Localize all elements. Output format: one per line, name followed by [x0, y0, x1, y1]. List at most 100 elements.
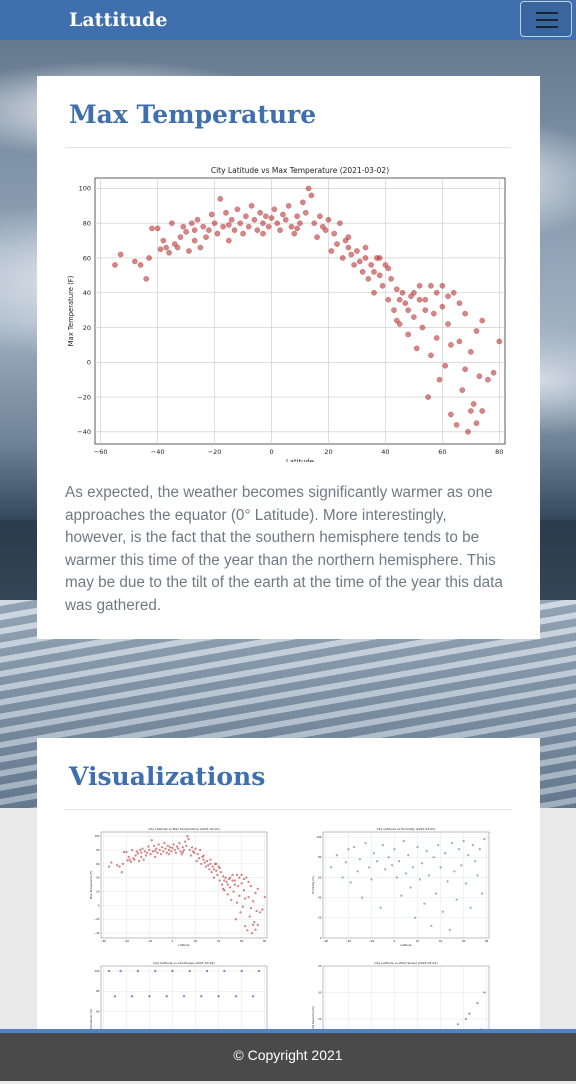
brand-link[interactable]: Lattitude — [69, 9, 168, 31]
data-point — [371, 289, 377, 296]
data-point — [249, 907, 252, 910]
data-point — [331, 230, 337, 237]
data-point — [193, 851, 196, 854]
data-point — [120, 871, 123, 874]
x-tick-label: 40 — [217, 939, 221, 943]
data-point — [240, 969, 243, 973]
data-point — [237, 884, 240, 888]
data-point — [220, 883, 224, 886]
data-point — [260, 230, 266, 237]
data-point — [182, 995, 186, 998]
data-point — [370, 878, 373, 881]
data-point — [202, 854, 205, 857]
y-tick-label: 60 — [83, 254, 91, 262]
y-tick-label: 60 — [96, 862, 100, 866]
y-tick-label: −40 — [94, 931, 100, 935]
data-point — [433, 289, 440, 296]
x-tick-label: 20 — [416, 939, 420, 943]
data-point — [129, 860, 133, 863]
data-point — [473, 420, 480, 426]
data-point — [144, 854, 148, 857]
x-tick-label: −20 — [369, 939, 375, 943]
data-point — [200, 223, 206, 230]
data-point — [254, 891, 257, 895]
data-point — [150, 839, 153, 842]
data-point — [468, 349, 474, 355]
data-point — [385, 265, 392, 272]
data-point — [254, 227, 261, 233]
y-tick-label: 30 — [318, 990, 322, 994]
data-point — [256, 923, 259, 926]
data-point — [436, 376, 443, 383]
x-tick-label: −60 — [94, 448, 108, 456]
data-point — [476, 1001, 479, 1005]
data-point — [381, 844, 385, 847]
y-axis-label: Wind Speed (mph) — [311, 1006, 315, 1031]
data-point — [145, 851, 149, 854]
data-point — [282, 216, 289, 223]
data-point — [226, 222, 232, 228]
x-tick-label: 80 — [495, 448, 503, 456]
data-point — [199, 848, 202, 852]
data-point — [238, 894, 241, 897]
x-tick-label: −40 — [346, 939, 352, 943]
data-point — [171, 846, 174, 850]
data-point — [181, 846, 184, 849]
chart-title: City Latitude vs Wind Speed (2021-03-02) — [374, 961, 437, 965]
data-point — [444, 852, 447, 855]
menu-toggle-button[interactable] — [520, 1, 572, 37]
data-point — [212, 868, 216, 871]
data-point — [329, 866, 333, 869]
data-point — [365, 276, 372, 282]
data-point — [473, 328, 480, 334]
thumbnail-humidity[interactable]: −60 −40 −20 0 20 40 60 80 0 20 40 60 80 100 City Latit… — [309, 824, 495, 950]
x-tick-label: 0 — [269, 448, 273, 456]
data-point — [205, 859, 209, 863]
data-point — [243, 897, 247, 900]
data-point — [405, 331, 411, 338]
data-point — [428, 282, 434, 289]
data-point — [240, 230, 246, 237]
y-tick-label: 80 — [96, 848, 100, 852]
data-point — [391, 307, 397, 313]
data-point — [149, 225, 155, 232]
data-point — [393, 848, 396, 851]
data-point — [462, 839, 465, 843]
data-point — [462, 310, 468, 317]
data-point — [119, 969, 122, 973]
data-point — [480, 892, 484, 895]
data-point — [231, 227, 238, 233]
data-point — [249, 884, 252, 888]
data-point — [430, 924, 433, 928]
data-point — [439, 303, 446, 310]
data-point — [423, 902, 426, 905]
data-point — [231, 873, 234, 877]
data-point — [110, 861, 113, 864]
data-point — [166, 844, 169, 847]
data-point — [496, 338, 503, 345]
data-point — [311, 220, 318, 227]
data-point — [167, 853, 171, 856]
data-point — [212, 876, 216, 879]
data-point — [250, 932, 254, 935]
data-point — [242, 877, 246, 881]
x-tick-label: −60 — [323, 939, 329, 943]
data-point — [328, 248, 335, 254]
data-point — [121, 862, 125, 865]
data-point — [186, 835, 189, 838]
data-point — [217, 196, 224, 202]
data-point — [233, 879, 236, 882]
y-tick-label: 100 — [94, 969, 99, 973]
data-point — [413, 345, 420, 352]
data-point — [258, 911, 262, 914]
data-point — [247, 896, 250, 899]
data-point — [400, 894, 403, 897]
data-point — [133, 858, 136, 861]
thumbnail-max-temperature[interactable]: −60 −40 −20 0 20 40 60 80−40−20020406080100City… — [87, 824, 273, 950]
data-point — [214, 230, 221, 237]
data-point — [450, 841, 454, 845]
data-point — [216, 873, 219, 877]
y-tick-label: 80 — [83, 220, 91, 228]
data-point — [163, 841, 166, 845]
data-point — [223, 969, 226, 973]
